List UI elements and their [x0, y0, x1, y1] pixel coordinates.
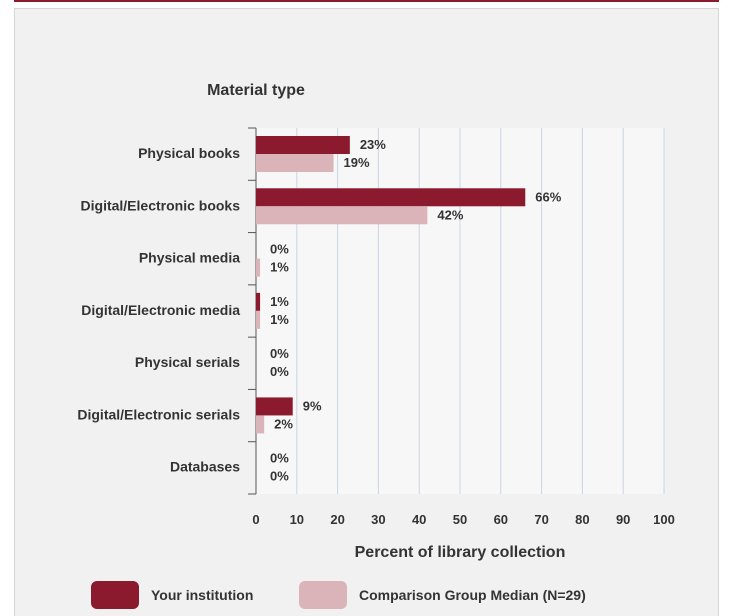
x-tick-label: 50 — [453, 512, 467, 527]
data-label: 0% — [270, 364, 289, 379]
x-tick-label: 10 — [290, 512, 304, 527]
top-accent-rule — [14, 0, 719, 2]
bars — [256, 136, 526, 434]
x-tick-label: 40 — [412, 512, 426, 527]
labels: 0 10 20 30 40 50 60 70 80 90 100 Physical books 23% 1… — [77, 137, 674, 527]
category-label: Databases — [170, 459, 240, 475]
x-axis-title: Percent of library collection — [355, 544, 566, 561]
x-tick-label: 60 — [494, 512, 508, 527]
chart-title: Material type — [207, 82, 305, 99]
x-tick-label: 30 — [371, 512, 385, 527]
x-tick-label: 0 — [252, 512, 259, 527]
category-label: Physical serials — [135, 354, 240, 370]
legend-swatch-comparison-median — [299, 581, 347, 609]
data-label: 1% — [270, 294, 289, 309]
legend-label-your-institution: Your institution — [151, 587, 254, 603]
category-label: Physical books — [138, 145, 240, 161]
category-label: Digital/Electronic books — [81, 197, 241, 213]
x-tick-label: 70 — [534, 512, 548, 527]
data-label: 23% — [360, 137, 386, 152]
data-label: 66% — [535, 189, 561, 204]
legend-item-comparison-median: Comparison Group Median (N=29) — [299, 580, 586, 610]
data-label: 2% — [274, 416, 293, 431]
x-tick-label: 80 — [575, 512, 589, 527]
bar-your-institution — [256, 136, 350, 154]
category-label: Digital/Electronic media — [81, 302, 240, 318]
data-label: 9% — [303, 398, 322, 413]
legend-swatch-your-institution — [91, 581, 139, 609]
data-label: 0% — [270, 346, 289, 361]
x-tick-label: 90 — [616, 512, 630, 527]
legend-item-your-institution: Your institution — [91, 580, 253, 610]
data-label: 19% — [344, 155, 370, 170]
x-tick-label: 20 — [330, 512, 344, 527]
data-label: 0% — [270, 242, 289, 257]
bar-comparison-median — [256, 415, 265, 434]
data-label: 0% — [270, 451, 289, 466]
category-label: Physical media — [139, 250, 240, 266]
legend: Your institution Comparison Group Median… — [0, 580, 729, 614]
data-label: 0% — [270, 469, 289, 484]
bar-your-institution — [256, 292, 261, 311]
legend-label-comparison-median: Comparison Group Median (N=29) — [359, 587, 586, 603]
data-label: 42% — [437, 207, 463, 222]
bar-comparison-median — [256, 154, 334, 172]
category-label: Digital/Electronic serials — [77, 406, 240, 422]
data-label: 1% — [270, 312, 289, 327]
bar-comparison-median — [256, 258, 261, 277]
bar-chart: Material type 0 10 20 30 40 50 60 70 80 90 100 Phys… — [77, 82, 674, 561]
bar-your-institution — [256, 397, 293, 416]
grid-lines — [248, 127, 665, 495]
data-label: 1% — [270, 260, 289, 275]
x-tick-label: 100 — [653, 512, 675, 527]
bar-comparison-median — [256, 310, 261, 329]
bar-your-institution — [256, 188, 526, 207]
bar-comparison-median — [256, 206, 428, 225]
